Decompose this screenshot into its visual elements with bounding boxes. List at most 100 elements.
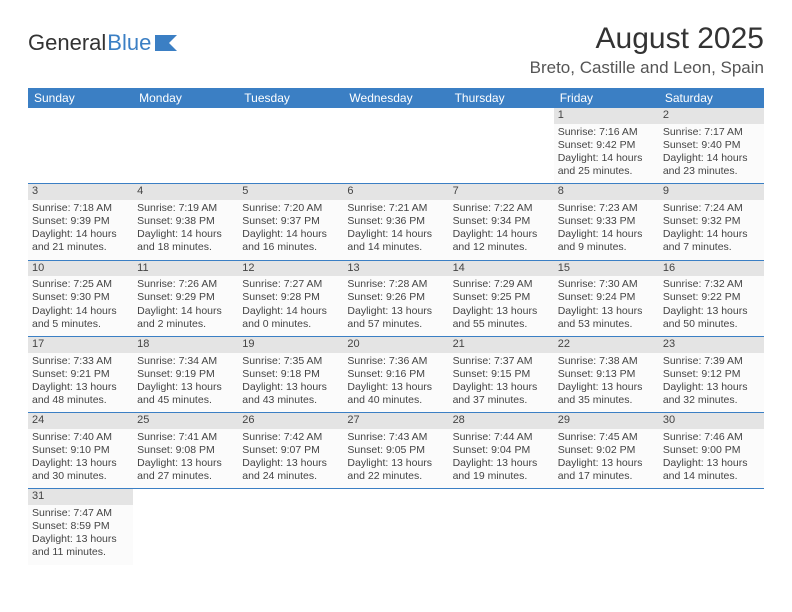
daylight-text: Daylight: 13 hours and 57 minutes. — [347, 305, 444, 331]
sunset-text: Sunset: 9:15 PM — [453, 368, 550, 381]
sunset-text: Sunset: 9:12 PM — [663, 368, 760, 381]
logo: GeneralBlue — [28, 30, 177, 56]
sunrise-text: Sunrise: 7:35 AM — [242, 355, 339, 368]
sunset-text: Sunset: 8:59 PM — [32, 520, 129, 533]
sunrise-text: Sunrise: 7:40 AM — [32, 431, 129, 444]
day-number: 8 — [554, 184, 659, 200]
daylight-text: Daylight: 13 hours and 50 minutes. — [663, 305, 760, 331]
calendar-cell: . — [659, 489, 764, 565]
day-number: 2 — [659, 108, 764, 124]
sunset-text: Sunset: 9:00 PM — [663, 444, 760, 457]
calendar-cell: 25Sunrise: 7:41 AMSunset: 9:08 PMDayligh… — [133, 413, 238, 489]
day-number: 5 — [238, 184, 343, 200]
calendar-table: Sunday Monday Tuesday Wednesday Thursday… — [28, 88, 764, 565]
daylight-text: Daylight: 13 hours and 37 minutes. — [453, 381, 550, 407]
sunset-text: Sunset: 9:30 PM — [32, 291, 129, 304]
daylight-text: Daylight: 14 hours and 14 minutes. — [347, 228, 444, 254]
calendar-cell: 24Sunrise: 7:40 AMSunset: 9:10 PMDayligh… — [28, 413, 133, 489]
sunset-text: Sunset: 9:07 PM — [242, 444, 339, 457]
flag-icon — [155, 35, 177, 51]
sunset-text: Sunset: 9:21 PM — [32, 368, 129, 381]
weekday-header: Wednesday — [343, 88, 448, 108]
sunrise-text: Sunrise: 7:45 AM — [558, 431, 655, 444]
calendar-cell: 22Sunrise: 7:38 AMSunset: 9:13 PMDayligh… — [554, 336, 659, 412]
day-number: 16 — [659, 261, 764, 277]
sunset-text: Sunset: 9:19 PM — [137, 368, 234, 381]
calendar-cell: 16Sunrise: 7:32 AMSunset: 9:22 PMDayligh… — [659, 260, 764, 336]
logo-text-blue: Blue — [107, 30, 151, 56]
sunrise-text: Sunrise: 7:18 AM — [32, 202, 129, 215]
calendar-cell: . — [133, 108, 238, 184]
sunset-text: Sunset: 9:22 PM — [663, 291, 760, 304]
day-number: 25 — [133, 413, 238, 429]
daylight-text: Daylight: 13 hours and 32 minutes. — [663, 381, 760, 407]
sunrise-text: Sunrise: 7:42 AM — [242, 431, 339, 444]
calendar-cell: 15Sunrise: 7:30 AMSunset: 9:24 PMDayligh… — [554, 260, 659, 336]
calendar-cell: . — [133, 489, 238, 565]
calendar-row: 3Sunrise: 7:18 AMSunset: 9:39 PMDaylight… — [28, 184, 764, 260]
sunset-text: Sunset: 9:18 PM — [242, 368, 339, 381]
day-number: 24 — [28, 413, 133, 429]
sunset-text: Sunset: 9:28 PM — [242, 291, 339, 304]
day-number: 30 — [659, 413, 764, 429]
daylight-text: Daylight: 13 hours and 53 minutes. — [558, 305, 655, 331]
sunset-text: Sunset: 9:05 PM — [347, 444, 444, 457]
sunset-text: Sunset: 9:24 PM — [558, 291, 655, 304]
calendar-cell: 9Sunrise: 7:24 AMSunset: 9:32 PMDaylight… — [659, 184, 764, 260]
day-number: 4 — [133, 184, 238, 200]
weekday-header: Saturday — [659, 88, 764, 108]
daylight-text: Daylight: 13 hours and 19 minutes. — [453, 457, 550, 483]
sunrise-text: Sunrise: 7:37 AM — [453, 355, 550, 368]
calendar-cell: 27Sunrise: 7:43 AMSunset: 9:05 PMDayligh… — [343, 413, 448, 489]
day-number: 29 — [554, 413, 659, 429]
daylight-text: Daylight: 13 hours and 27 minutes. — [137, 457, 234, 483]
title-block: August 2025 Breto, Castille and Leon, Sp… — [530, 22, 764, 78]
daylight-text: Daylight: 14 hours and 25 minutes. — [558, 152, 655, 178]
calendar-row: 10Sunrise: 7:25 AMSunset: 9:30 PMDayligh… — [28, 260, 764, 336]
sunrise-text: Sunrise: 7:39 AM — [663, 355, 760, 368]
daylight-text: Daylight: 13 hours and 45 minutes. — [137, 381, 234, 407]
day-number: 22 — [554, 337, 659, 353]
calendar-cell: . — [449, 489, 554, 565]
day-number: 13 — [343, 261, 448, 277]
sunset-text: Sunset: 9:33 PM — [558, 215, 655, 228]
calendar-cell: 10Sunrise: 7:25 AMSunset: 9:30 PMDayligh… — [28, 260, 133, 336]
sunset-text: Sunset: 9:37 PM — [242, 215, 339, 228]
calendar-cell: . — [343, 108, 448, 184]
day-number: 6 — [343, 184, 448, 200]
calendar-row: 17Sunrise: 7:33 AMSunset: 9:21 PMDayligh… — [28, 336, 764, 412]
weekday-header: Tuesday — [238, 88, 343, 108]
daylight-text: Daylight: 14 hours and 12 minutes. — [453, 228, 550, 254]
sunrise-text: Sunrise: 7:46 AM — [663, 431, 760, 444]
sunset-text: Sunset: 9:10 PM — [32, 444, 129, 457]
calendar-cell: 30Sunrise: 7:46 AMSunset: 9:00 PMDayligh… — [659, 413, 764, 489]
day-number: 28 — [449, 413, 554, 429]
sunrise-text: Sunrise: 7:36 AM — [347, 355, 444, 368]
calendar-cell: . — [449, 108, 554, 184]
calendar-cell: 19Sunrise: 7:35 AMSunset: 9:18 PMDayligh… — [238, 336, 343, 412]
calendar-row: .....1Sunrise: 7:16 AMSunset: 9:42 PMDay… — [28, 108, 764, 184]
calendar-cell: 8Sunrise: 7:23 AMSunset: 9:33 PMDaylight… — [554, 184, 659, 260]
weekday-header: Thursday — [449, 88, 554, 108]
calendar-cell: 1Sunrise: 7:16 AMSunset: 9:42 PMDaylight… — [554, 108, 659, 184]
sunset-text: Sunset: 9:40 PM — [663, 139, 760, 152]
daylight-text: Daylight: 13 hours and 22 minutes. — [347, 457, 444, 483]
calendar-cell: . — [554, 489, 659, 565]
calendar-cell: 29Sunrise: 7:45 AMSunset: 9:02 PMDayligh… — [554, 413, 659, 489]
daylight-text: Daylight: 14 hours and 23 minutes. — [663, 152, 760, 178]
day-number: 26 — [238, 413, 343, 429]
calendar-cell: 26Sunrise: 7:42 AMSunset: 9:07 PMDayligh… — [238, 413, 343, 489]
weekday-header: Sunday — [28, 88, 133, 108]
calendar-cell: 7Sunrise: 7:22 AMSunset: 9:34 PMDaylight… — [449, 184, 554, 260]
sunrise-text: Sunrise: 7:30 AM — [558, 278, 655, 291]
weekday-header-row: Sunday Monday Tuesday Wednesday Thursday… — [28, 88, 764, 108]
day-number: 1 — [554, 108, 659, 124]
sunset-text: Sunset: 9:02 PM — [558, 444, 655, 457]
calendar-cell: 18Sunrise: 7:34 AMSunset: 9:19 PMDayligh… — [133, 336, 238, 412]
calendar-cell: . — [28, 108, 133, 184]
sunset-text: Sunset: 9:08 PM — [137, 444, 234, 457]
sunset-text: Sunset: 9:39 PM — [32, 215, 129, 228]
sunset-text: Sunset: 9:38 PM — [137, 215, 234, 228]
logo-text-general: General — [28, 30, 106, 56]
daylight-text: Daylight: 13 hours and 35 minutes. — [558, 381, 655, 407]
